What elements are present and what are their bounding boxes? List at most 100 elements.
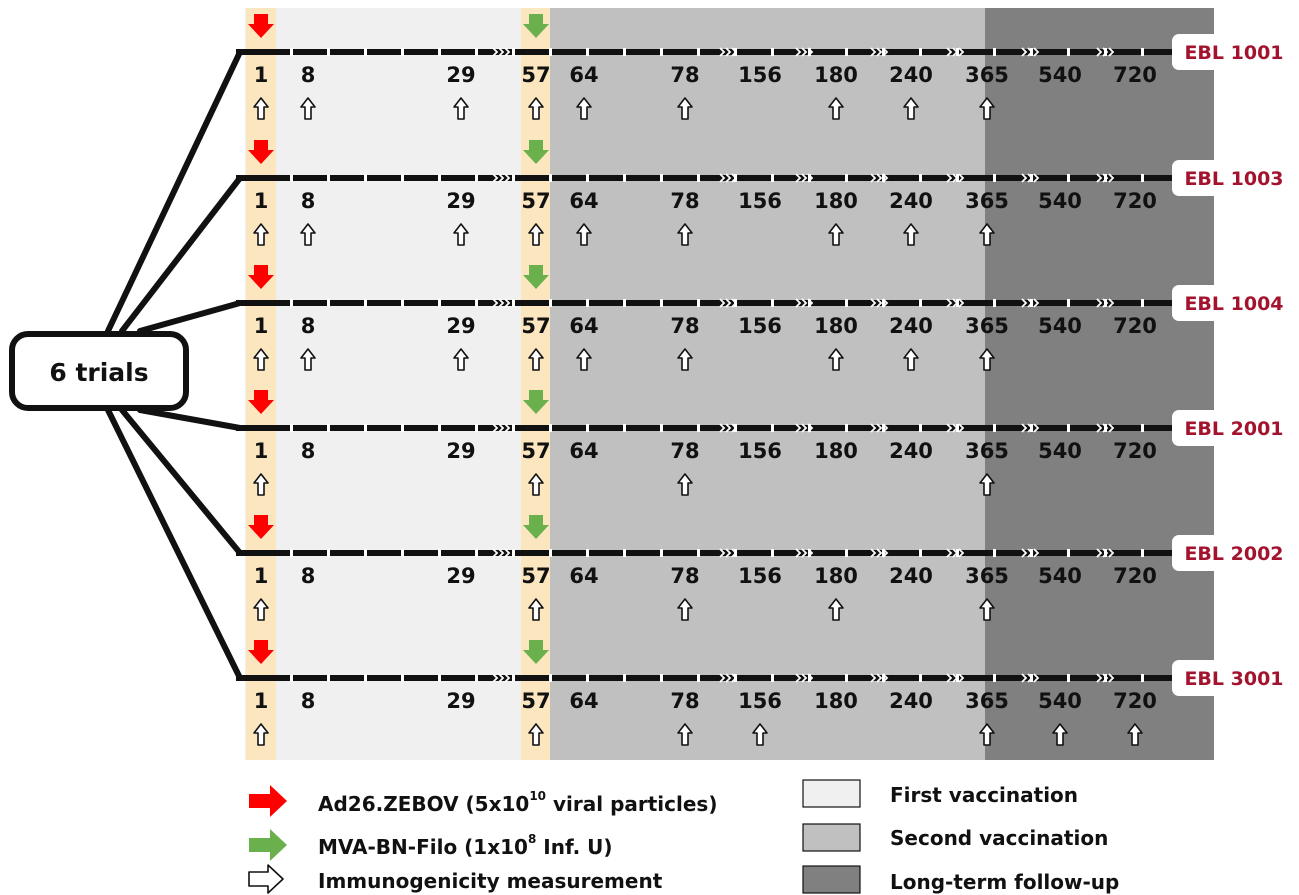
timeline-break: [1141, 549, 1144, 557]
time-skip-chevron: [870, 298, 877, 308]
timeline-break: [401, 48, 404, 56]
day-label: 365: [965, 689, 1009, 713]
legend-phase-long-term: Long-term follow-up: [802, 865, 1119, 894]
timeline-break: [697, 299, 700, 307]
timeline-break: [771, 424, 774, 432]
day-label: 57: [521, 439, 550, 463]
timeline-break: [401, 299, 404, 307]
day-label: 720: [1113, 189, 1157, 213]
day-label: 540: [1038, 564, 1082, 588]
time-skip-chevron: [946, 423, 953, 433]
timeline-break: [660, 48, 663, 56]
timeline-break: [512, 48, 515, 56]
time-skip-chevron: [801, 673, 808, 683]
timeline-break: [586, 424, 589, 432]
time-skip-chevron: [1108, 47, 1115, 57]
timeline-break: [512, 174, 515, 182]
time-skip-chevron: [498, 298, 505, 308]
timeline-break: [327, 174, 330, 182]
branch-line: [119, 407, 243, 556]
green-arrow-icon: [523, 390, 549, 414]
time-skip-chevron: [795, 673, 802, 683]
time-skip-chevron: [498, 548, 505, 558]
time-skip-chevron: [1102, 423, 1109, 433]
day-label: 156: [738, 564, 782, 588]
time-skip-chevron: [807, 173, 814, 183]
trial-label: EBL 1003: [1184, 168, 1283, 190]
timeline-break: [993, 48, 996, 56]
timeline-break: [623, 174, 626, 182]
time-skip-chevron: [807, 298, 814, 308]
timeline-break: [438, 299, 441, 307]
timeline-break: [290, 174, 293, 182]
timeline-break: [364, 299, 367, 307]
svg-text:Ad26.ZEBOV (5x1010 viral parti: Ad26.ZEBOV (5x1010 viral particles): [318, 789, 717, 816]
day-label: 240: [889, 689, 933, 713]
timeline-break: [586, 299, 589, 307]
trial-label-background: [1172, 285, 1294, 321]
timeline-break: [919, 299, 922, 307]
time-skip-chevron: [870, 548, 877, 558]
timeline-break: [1067, 549, 1070, 557]
day-label: 8: [301, 189, 316, 213]
day-label: 240: [889, 63, 933, 87]
day-label: 8: [301, 63, 316, 87]
day-label: 540: [1038, 439, 1082, 463]
time-skip-chevron: [801, 548, 808, 558]
trial-label-box: EBL 3001: [1172, 660, 1294, 696]
timeline-break: [290, 424, 293, 432]
time-skip-chevron: [1021, 423, 1028, 433]
time-skip-chevron: [1108, 173, 1115, 183]
time-skip-chevron: [725, 47, 732, 57]
day-label: 540: [1038, 189, 1082, 213]
trial-row-ebl-2001: 1 8 29 57 64 78 156 180 240 365 540 720 EBL 2001: [236, 390, 1294, 496]
day-label: 720: [1113, 314, 1157, 338]
time-skip-chevron: [1027, 673, 1034, 683]
time-skip-chevron: [719, 548, 726, 558]
time-skip-chevron: [876, 673, 883, 683]
trial-label: EBL 1001: [1184, 42, 1283, 64]
timeline-break: [919, 48, 922, 56]
long-term-follow-up-region: [985, 8, 1214, 760]
timeline-break: [327, 48, 330, 56]
time-skip-chevron: [958, 47, 965, 57]
timeline-break: [475, 674, 478, 682]
day-label: 180: [814, 689, 858, 713]
time-skip-chevron: [492, 548, 499, 558]
day-label: 180: [814, 314, 858, 338]
time-skip-chevron: [876, 548, 883, 558]
timeline-break: [586, 174, 589, 182]
day-label: 365: [965, 564, 1009, 588]
timeline-break: [586, 674, 589, 682]
time-skip-chevron: [731, 673, 738, 683]
time-skip-chevron: [1021, 673, 1028, 683]
branch-line: [105, 49, 243, 334]
timeline-break: [808, 174, 811, 182]
timeline-break: [475, 299, 478, 307]
time-skip-chevron: [504, 673, 511, 683]
time-skip-chevron: [719, 423, 726, 433]
day-label: 57: [521, 63, 550, 87]
day-label: 156: [738, 63, 782, 87]
timeline-break: [1067, 48, 1070, 56]
time-skip-chevron: [958, 298, 965, 308]
time-skip-chevron: [1033, 173, 1040, 183]
time-skip-chevron: [731, 173, 738, 183]
time-skip-chevron: [946, 47, 953, 57]
timeline-break: [1141, 48, 1144, 56]
time-skip-chevron: [492, 298, 499, 308]
timeline-break: [697, 549, 700, 557]
branch-line: [119, 175, 243, 334]
timeline-break: [475, 549, 478, 557]
timeline-break: [512, 424, 515, 432]
trial-label-background: [1172, 410, 1294, 446]
red-arrow-icon: [248, 515, 274, 539]
time-skip-chevron: [1033, 423, 1040, 433]
time-skip-chevron: [807, 47, 814, 57]
time-skip-chevron: [795, 173, 802, 183]
time-skip-chevron: [719, 298, 726, 308]
green-arrow-icon: [249, 829, 287, 861]
timeline-break: [845, 674, 848, 682]
time-skip-chevron: [492, 173, 499, 183]
